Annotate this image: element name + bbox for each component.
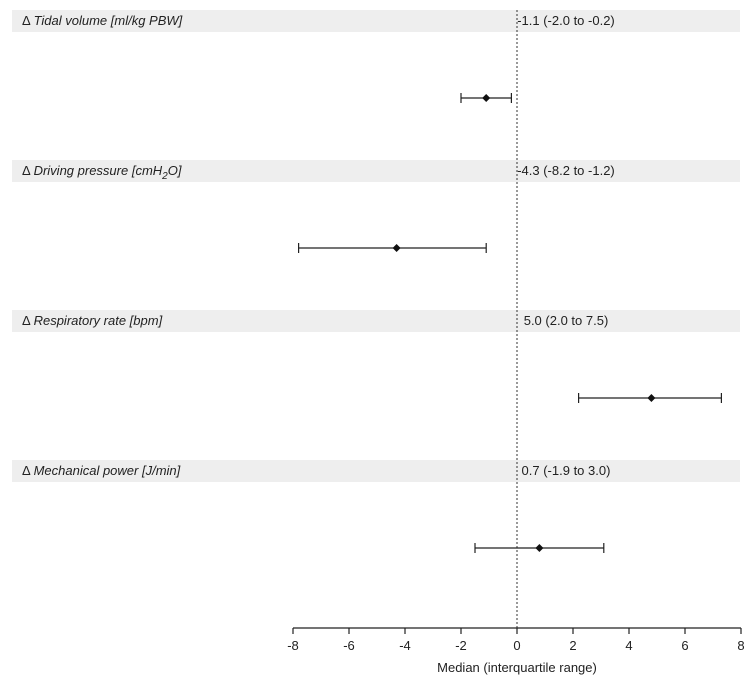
median-point bbox=[392, 244, 401, 252]
row-band bbox=[12, 160, 740, 182]
row-label-subscript: 2 bbox=[161, 171, 168, 182]
row-label-text: Driving pressure [cmH bbox=[34, 163, 163, 178]
x-tick-label: 8 bbox=[737, 638, 744, 653]
row-label-text: Mechanical power [J/min] bbox=[34, 463, 181, 478]
median-point bbox=[535, 544, 544, 552]
x-tick-label: 2 bbox=[569, 638, 576, 653]
row-label-tail: O] bbox=[168, 163, 182, 178]
median-point bbox=[482, 94, 491, 102]
row-label-prefix: Δ bbox=[22, 313, 34, 328]
x-axis-title: Median (interquartile range) bbox=[437, 660, 597, 675]
x-tick-label: -6 bbox=[343, 638, 355, 653]
x-tick-label: 0 bbox=[513, 638, 520, 653]
row-label-text: Respiratory rate [bpm] bbox=[34, 313, 163, 328]
x-axis-ticks: -8 -6 -4 -2 0 2 4 6 8 bbox=[287, 628, 745, 653]
row-label: Δ Mechanical power [J/min] bbox=[22, 463, 181, 478]
row-summary-value: 0.7 (-1.9 to 3.0) bbox=[522, 463, 611, 478]
row-label-prefix: Δ bbox=[22, 463, 34, 478]
x-tick-label: -8 bbox=[287, 638, 299, 653]
x-tick-label: 6 bbox=[681, 638, 688, 653]
row-label: Δ Tidal volume [ml/kg PBW] bbox=[22, 13, 183, 28]
x-tick-label: -2 bbox=[455, 638, 467, 653]
row-summary-value: 5.0 (2.0 to 7.5) bbox=[524, 313, 609, 328]
row-summary-value: -4.3 (-8.2 to -1.2) bbox=[517, 163, 615, 178]
row-label-prefix: Δ bbox=[22, 13, 34, 28]
row-band bbox=[12, 310, 740, 332]
row-label-text: Tidal volume [ml/kg PBW] bbox=[34, 13, 183, 28]
x-axis: -8 -6 -4 -2 0 2 4 6 8 Median (interquartile rang… bbox=[287, 627, 745, 675]
x-tick-label: 4 bbox=[625, 638, 632, 653]
row-label: Δ Respiratory rate [bpm] bbox=[22, 313, 163, 328]
row-label-prefix: Δ bbox=[22, 163, 34, 178]
row-band bbox=[12, 10, 740, 32]
row-header-bands bbox=[12, 10, 740, 482]
row-band bbox=[12, 460, 740, 482]
row-label: Δ Driving pressure [cmH2O] bbox=[22, 163, 182, 182]
row-summary-value: -1.1 (-2.0 to -0.2) bbox=[517, 13, 615, 28]
x-tick-label: -4 bbox=[399, 638, 411, 653]
median-point bbox=[647, 394, 656, 402]
data-rows: Δ Tidal volume [ml/kg PBW] -1.1 (-2.0 to … bbox=[22, 13, 723, 553]
